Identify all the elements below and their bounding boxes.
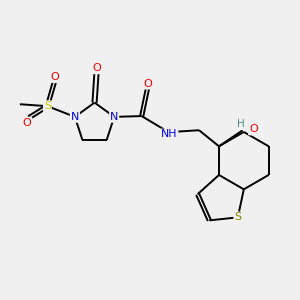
Text: H: H (237, 119, 244, 129)
Text: O: O (249, 124, 258, 134)
Text: S: S (44, 101, 51, 111)
Text: O: O (51, 72, 59, 82)
Text: O: O (144, 79, 153, 88)
Text: N: N (71, 112, 79, 122)
Text: O: O (92, 63, 101, 74)
Text: N: N (110, 112, 118, 122)
Text: S: S (234, 212, 242, 222)
Text: NH: NH (161, 129, 178, 140)
Text: O: O (23, 118, 32, 128)
